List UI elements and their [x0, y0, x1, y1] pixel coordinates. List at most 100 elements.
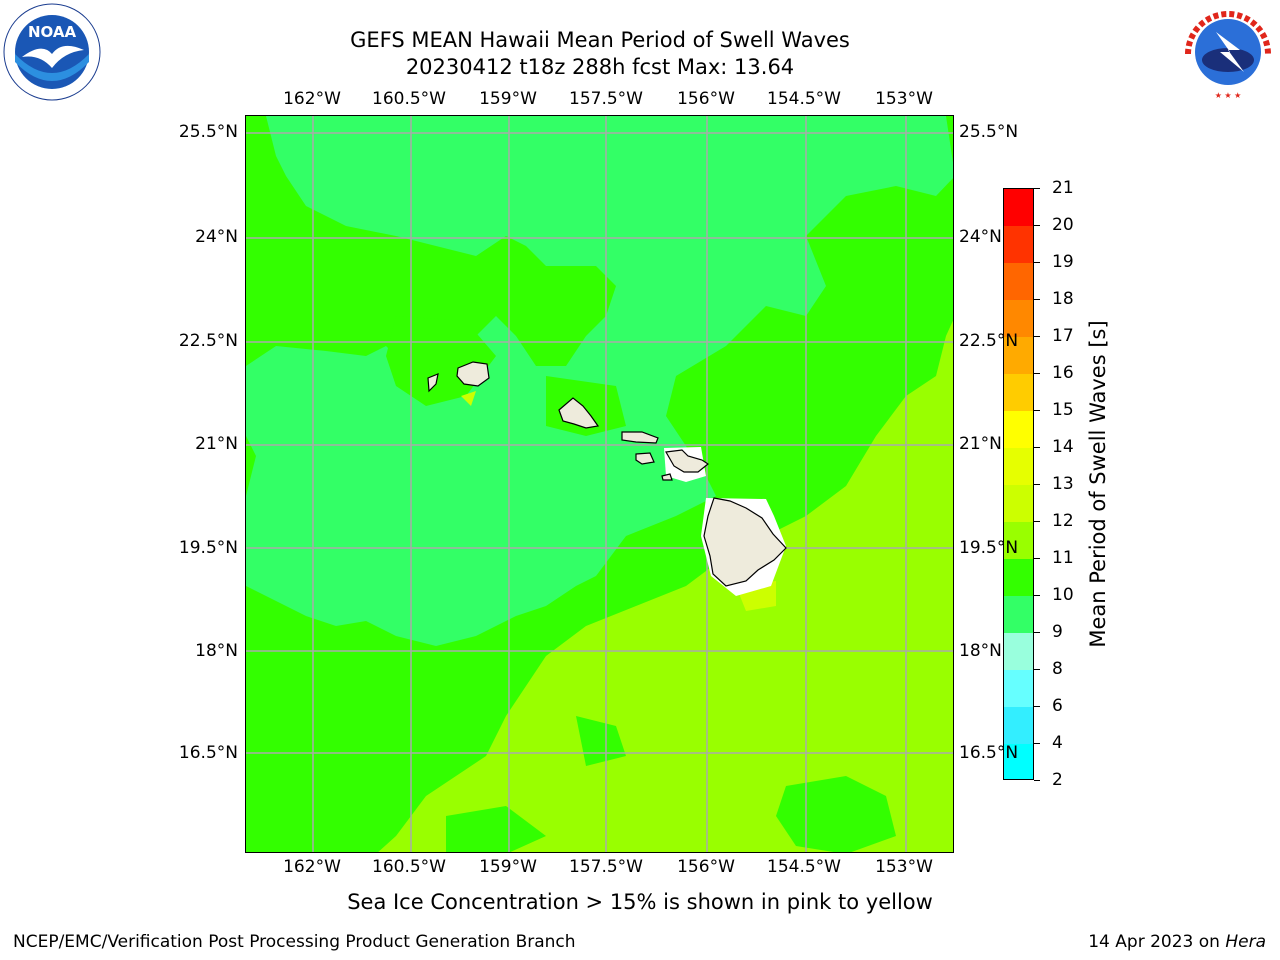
colorbar-segment [1004, 670, 1033, 708]
island-molokai [621, 431, 659, 444]
lat-tick-label: 21°N [959, 434, 1002, 454]
swell-period-map [245, 115, 954, 853]
hawaiian-islands [427, 361, 787, 596]
nws-logo: ★ ★ ★ [1178, 2, 1278, 102]
colorbar-tickmark [1034, 188, 1040, 189]
lat-tick-label: 19.5°N [959, 538, 1019, 558]
lat-tick-label: 24°N [195, 227, 238, 247]
svg-text:NOAA: NOAA [28, 23, 77, 41]
colorbar-segment [1004, 448, 1033, 486]
lat-tick-label: 25.5°N [178, 122, 238, 142]
sea-ice-note: Sea Ice Concentration > 15% is shown in … [347, 890, 933, 914]
colorbar-tickmark [1034, 225, 1040, 226]
colorbar-tickmark [1034, 669, 1040, 670]
lon-tick-label: 154.5°W [767, 857, 841, 877]
lat-tick-label: 25.5°N [959, 122, 1019, 142]
island-niihau [427, 373, 439, 393]
colorbar-label: 21 [1052, 178, 1074, 198]
lat-tick-label: 19.5°N [178, 538, 238, 558]
colorbar-label: 10 [1052, 585, 1074, 605]
lon-tick-label: 156°W [677, 857, 735, 877]
island-lanai [635, 452, 655, 465]
colorbar-tickmark [1034, 336, 1040, 337]
colorbar-tickmark [1034, 262, 1040, 263]
colorbar-tickmark [1034, 558, 1040, 559]
colorbar-label: 13 [1052, 474, 1074, 494]
colorbar-segment [1004, 374, 1033, 412]
lat-tick-label: 16.5°N [178, 743, 238, 763]
colorbar-tickmark [1034, 595, 1040, 596]
lon-tick-label: 159°W [479, 857, 537, 877]
period-12-13-region [378, 320, 953, 852]
island-oahu [558, 397, 600, 429]
footer-machine: Hera [1225, 932, 1266, 952]
colorbar-label: 15 [1052, 400, 1074, 420]
colorbar-segment [1004, 485, 1033, 523]
lat-tick-label: 16.5°N [959, 743, 1019, 763]
colorbar-tickmark [1034, 521, 1040, 522]
colorbar-label: 8 [1052, 659, 1063, 679]
lon-tick-label: 159°W [479, 89, 537, 109]
colorbar-label: 9 [1052, 622, 1063, 642]
island-kahoolawe [661, 473, 673, 481]
footer-date: 14 Apr 2023 on [1088, 932, 1220, 952]
colorbar [1003, 188, 1034, 780]
colorbar-label: 18 [1052, 289, 1074, 309]
lon-tick-label: 156°W [677, 89, 735, 109]
colorbar-segment [1004, 559, 1033, 597]
colorbar-tickmark [1034, 780, 1040, 781]
colorbar-segment [1004, 226, 1033, 264]
colorbar-tickmark [1034, 447, 1040, 448]
colorbar-tickmark [1034, 373, 1040, 374]
colorbar-segment [1004, 596, 1033, 634]
lon-tick-label: 153°W [875, 89, 933, 109]
lat-tick-label: 18°N [959, 641, 1002, 661]
colorbar-label: 11 [1052, 548, 1074, 568]
colorbar-label: 6 [1052, 696, 1063, 716]
period-10-11-region [246, 116, 953, 646]
map-title: GEFS MEAN Hawaii Mean Period of Swell Wa… [350, 28, 850, 52]
period-13-14-patch [461, 391, 476, 406]
noaa-logo: NOAA [2, 2, 102, 102]
svg-text:★ ★ ★: ★ ★ ★ [1215, 91, 1242, 100]
lon-tick-label: 160.5°W [372, 857, 446, 877]
colorbar-label: 16 [1052, 363, 1074, 383]
colorbar-tickmark [1034, 706, 1040, 707]
lat-tick-label: 24°N [959, 227, 1002, 247]
colorbar-label: 20 [1052, 215, 1074, 235]
colorbar-segment [1004, 633, 1033, 671]
lon-tick-label: 157.5°W [569, 857, 643, 877]
island-maui [665, 449, 710, 473]
forecast-info: 20230412 t18z 288h fcst Max: 13.64 [405, 55, 795, 79]
colorbar-segment [1004, 189, 1033, 227]
footer-run-info: 14 Apr 2023 on Hera [1088, 932, 1266, 952]
colorbar-label: 4 [1052, 733, 1063, 753]
lon-tick-label: 154.5°W [767, 89, 841, 109]
lat-tick-label: 21°N [195, 434, 238, 454]
colorbar-label: 2 [1052, 770, 1063, 790]
colorbar-tickmark [1034, 632, 1040, 633]
colorbar-tickmark [1034, 484, 1040, 485]
graticule [246, 116, 953, 852]
colorbar-label: 14 [1052, 437, 1074, 457]
colorbar-label: 12 [1052, 511, 1074, 531]
lon-tick-label: 157.5°W [569, 89, 643, 109]
lat-tick-label: 22.5°N [959, 331, 1019, 351]
colorbar-segment [1004, 411, 1033, 449]
colorbar-tickmark [1034, 299, 1040, 300]
island-kauai [456, 361, 490, 387]
lon-tick-label: 153°W [875, 857, 933, 877]
colorbar-segment [1004, 337, 1033, 375]
colorbar-segment [1004, 744, 1033, 779]
colorbar-tickmark [1034, 743, 1040, 744]
colorbar-label: 19 [1052, 252, 1074, 272]
island-hawaii [703, 497, 787, 587]
lat-tick-label: 18°N [195, 641, 238, 661]
colorbar-tickmark [1034, 410, 1040, 411]
colorbar-label: 17 [1052, 326, 1074, 346]
lon-tick-label: 162°W [283, 857, 341, 877]
colorbar-segment [1004, 707, 1033, 745]
colorbar-segment [1004, 522, 1033, 560]
lon-tick-label: 160.5°W [372, 89, 446, 109]
lon-tick-label: 162°W [283, 89, 341, 109]
